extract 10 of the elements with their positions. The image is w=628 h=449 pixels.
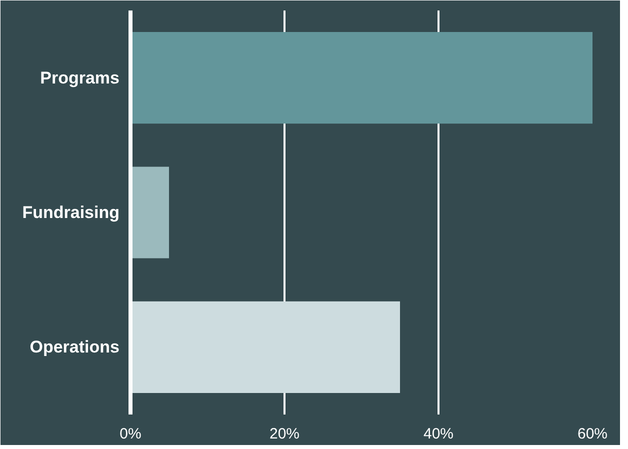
bar xyxy=(130,32,592,124)
y-tick-label: Operations xyxy=(30,338,120,357)
y-tick-label: Fundraising xyxy=(22,203,120,222)
x-tick-label: 0% xyxy=(120,426,142,442)
bar xyxy=(130,301,400,393)
y-tick-label: Programs xyxy=(40,68,120,88)
x-tick-label: 40% xyxy=(423,426,454,442)
x-tick-label: 60% xyxy=(577,426,608,442)
x-tick-label: 20% xyxy=(269,426,300,442)
bar xyxy=(130,166,169,258)
